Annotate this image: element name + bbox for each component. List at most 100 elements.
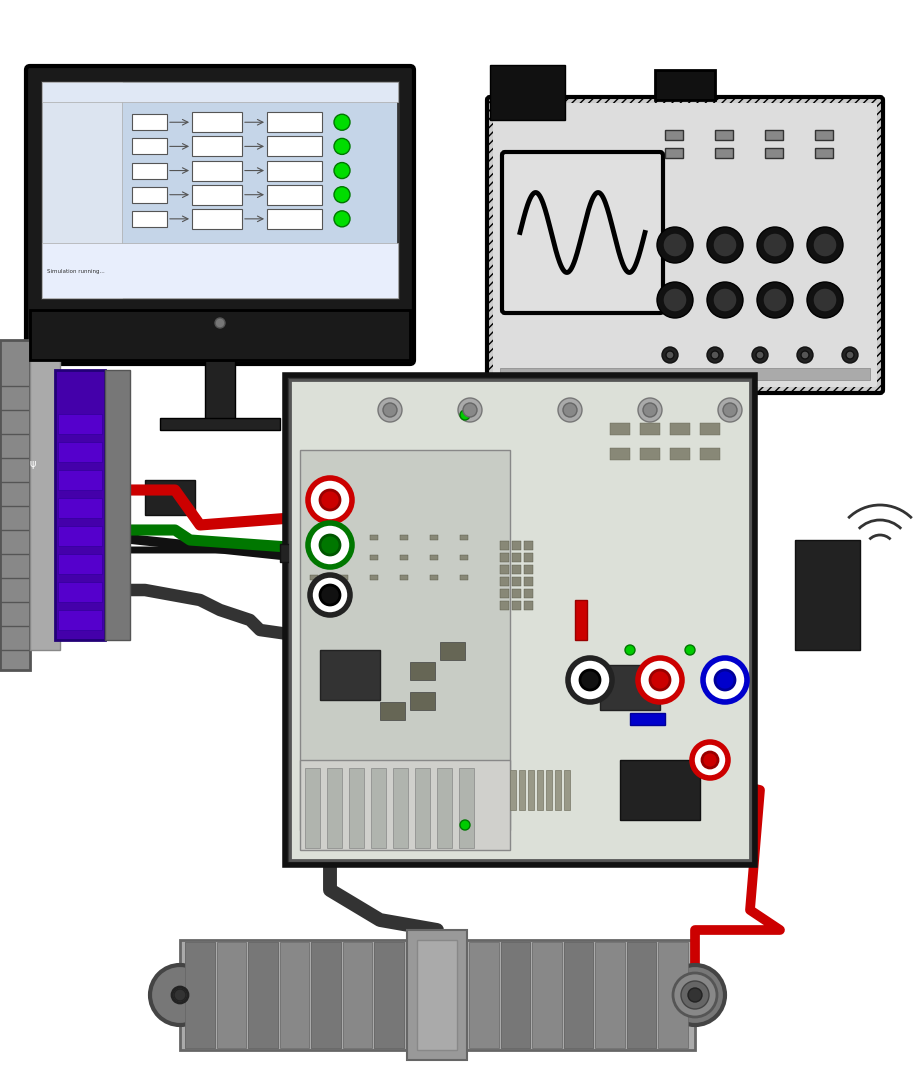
Bar [437,942,467,1047]
Circle shape [563,403,577,417]
Bar [715,130,733,140]
Bar [349,768,364,848]
Circle shape [707,227,743,263]
Bar [795,540,860,650]
Circle shape [713,233,737,257]
Circle shape [580,670,600,690]
Bar [160,417,280,429]
Circle shape [763,233,787,257]
Bar [145,480,195,514]
Bar [600,665,660,710]
Bar [267,136,322,156]
Bar [406,942,436,1047]
Bar [42,82,398,102]
Bar [267,184,322,205]
Bar [460,576,468,580]
Bar [180,940,695,1050]
Bar [300,760,510,850]
Bar [815,148,833,158]
Bar [700,448,720,460]
Bar [58,610,102,630]
Circle shape [718,398,742,422]
Bar [132,186,167,203]
Circle shape [334,162,350,179]
Bar [340,535,348,540]
Circle shape [334,138,350,155]
Circle shape [334,186,350,203]
Bar [500,553,509,562]
Bar [564,770,570,810]
Circle shape [638,398,662,422]
Bar [765,130,783,140]
Circle shape [807,282,843,318]
Circle shape [568,658,612,702]
Bar [490,65,565,120]
Bar [417,940,457,1050]
Bar [132,138,167,155]
Bar [0,350,2,661]
Text: ψ: ψ [29,459,35,469]
Bar [58,526,102,546]
Circle shape [174,989,186,1001]
Bar [42,82,398,298]
Bar [512,541,521,550]
Bar [370,555,378,560]
Circle shape [665,965,725,1025]
Bar [610,448,630,460]
Bar [512,577,521,586]
Bar [512,565,521,574]
Circle shape [662,347,678,363]
Bar [627,942,656,1047]
Bar [460,535,468,540]
Circle shape [757,227,793,263]
Bar [519,770,525,810]
Bar [267,209,322,229]
Circle shape [308,479,352,522]
Circle shape [150,965,210,1025]
Bar [459,768,474,848]
Bar [532,942,562,1047]
Bar [42,243,398,298]
Circle shape [320,535,340,555]
Bar [437,942,467,1047]
Circle shape [638,658,682,702]
Bar [555,770,561,810]
Circle shape [846,351,854,359]
Bar [267,112,322,132]
Bar [340,555,348,560]
Circle shape [334,114,350,130]
Bar [400,576,408,580]
Bar [430,576,438,580]
Circle shape [813,233,837,257]
Bar [132,162,167,179]
Bar [58,582,102,602]
Bar [380,702,405,720]
Bar [512,553,521,562]
Bar [132,210,167,227]
Bar [305,768,320,848]
Bar [0,340,30,670]
Bar [340,576,348,580]
Bar [575,600,587,640]
Bar [374,942,404,1047]
Bar [310,576,318,580]
Circle shape [463,403,477,417]
Bar [665,148,683,158]
Bar [312,942,341,1047]
Bar [524,565,533,574]
Bar [563,942,594,1047]
Circle shape [692,742,728,778]
Bar [546,770,552,810]
Circle shape [842,347,858,363]
Bar [640,423,660,435]
Bar [815,130,833,140]
Circle shape [713,288,737,312]
Bar [630,713,665,725]
Circle shape [673,973,717,1017]
Bar [715,148,733,158]
Bar [42,82,122,298]
Bar [528,770,534,810]
Bar [285,375,755,865]
Circle shape [763,288,787,312]
Bar [500,541,509,550]
